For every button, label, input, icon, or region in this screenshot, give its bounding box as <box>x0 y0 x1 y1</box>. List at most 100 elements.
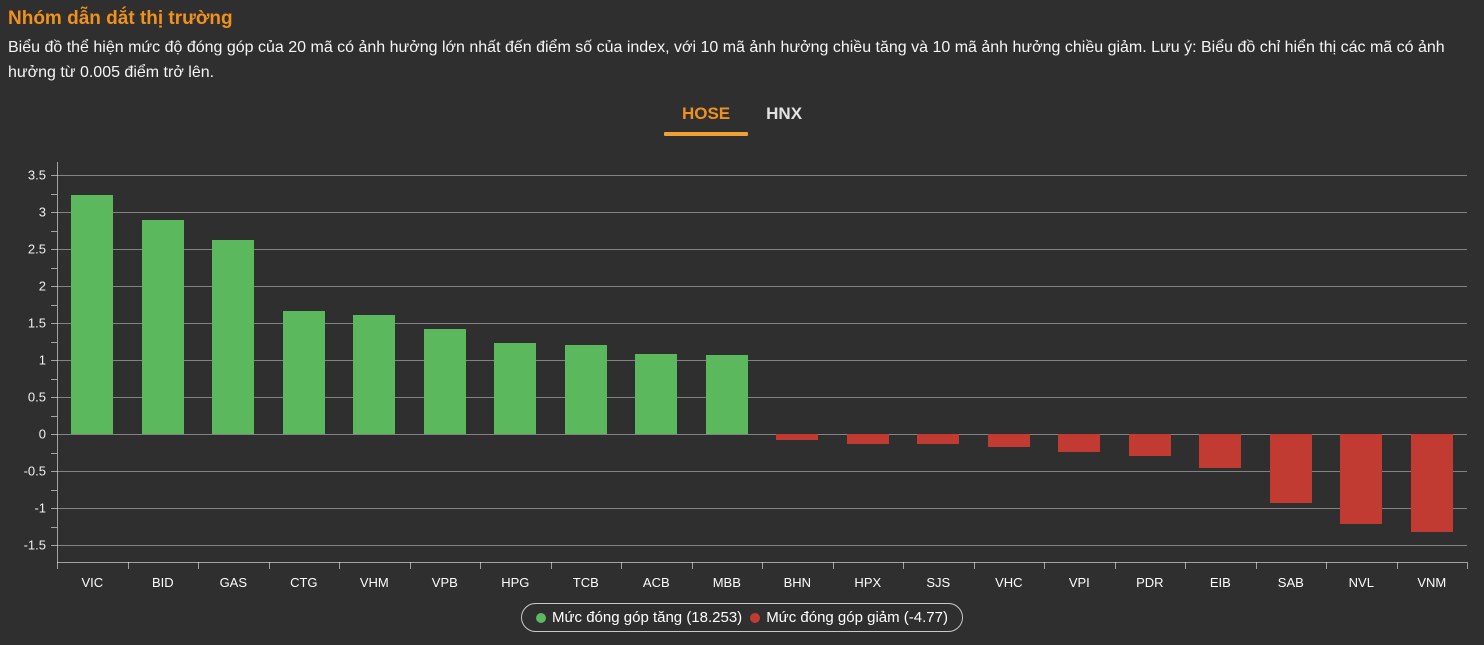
exchange-tabs: HOSE HNX <box>0 104 1484 136</box>
y-axis-tick <box>51 175 57 177</box>
gridline-0.5 <box>57 397 1467 399</box>
y-axis-tick <box>51 489 57 491</box>
y-axis-tick <box>51 397 57 399</box>
gridline--0.5 <box>57 471 1467 473</box>
x-axis-tick <box>1185 562 1186 569</box>
x-axis-tick <box>268 562 270 569</box>
x-axis-tick <box>903 562 904 569</box>
bar-VHC[interactable] <box>987 434 1030 448</box>
x-axis-tick <box>198 562 199 569</box>
bar-HPG[interactable] <box>494 343 537 434</box>
tab-hnx[interactable]: HNX <box>764 104 804 136</box>
legend-label-down: Mức đóng góp giảm (-4.77) <box>766 609 948 626</box>
legend-item-up[interactable]: Mức đóng góp tăng (18.253) <box>536 609 742 626</box>
bar-VIC[interactable] <box>71 194 114 435</box>
gridline-1 <box>57 360 1467 362</box>
bar-MBB[interactable] <box>705 355 748 435</box>
y-axis-tick <box>51 378 57 380</box>
page-description: Biểu đồ thể hiện mức độ đóng góp của 20 … <box>8 39 1445 81</box>
y-axis-tick <box>51 193 57 195</box>
gridline-0 <box>57 434 1467 436</box>
y-axis-label: 3.5 <box>27 167 46 183</box>
y-axis-tick <box>51 286 57 288</box>
bar-TCB[interactable] <box>564 344 607 435</box>
y-axis-tick <box>51 526 57 528</box>
x-axis-label-CTG: CTG <box>290 575 318 590</box>
bar-HPX[interactable] <box>846 434 889 444</box>
chart-legend: Mức đóng góp tăng (18.253) Mức đóng góp … <box>521 603 963 632</box>
y-axis-tick <box>51 304 57 306</box>
x-axis-tick <box>1467 562 1468 569</box>
x-axis-label-VPB: VPB <box>431 575 458 590</box>
y-axis-tick <box>51 471 57 473</box>
x-axis-label-EIB: EIB <box>1209 575 1231 590</box>
legend-item-down[interactable]: Mức đóng góp giảm (-4.77) <box>750 609 948 626</box>
bar-ACB[interactable] <box>635 353 678 435</box>
tab-hose[interactable]: HOSE <box>664 104 749 136</box>
y-axis-label: 3 <box>38 204 46 220</box>
gridline--1 <box>57 508 1467 509</box>
x-axis-label-VHM: VHM <box>359 575 389 590</box>
bar-VHM[interactable] <box>353 315 396 434</box>
y-axis-label: -1 <box>34 500 46 516</box>
gridline-3 <box>57 212 1467 214</box>
legend-label-up: Mức đóng góp tăng (18.253) <box>552 609 743 626</box>
x-axis-label-ACB: ACB <box>642 575 670 590</box>
bar-VNM[interactable] <box>1410 434 1453 532</box>
x-axis-tick <box>621 562 622 569</box>
bar-CTG[interactable] <box>282 311 325 435</box>
bar-NVL[interactable] <box>1340 434 1383 524</box>
x-axis-label-BID: BID <box>151 575 174 590</box>
x-axis-tick <box>1326 562 1327 569</box>
active-tab-underline <box>664 132 749 136</box>
gridline-1.5 <box>57 323 1467 325</box>
x-axis-label-VPI: VPI <box>1068 575 1090 590</box>
y-axis-tick <box>51 341 57 343</box>
y-axis-tick <box>51 230 57 232</box>
x-axis-label-MBB: MBB <box>712 575 741 590</box>
bar-PDR[interactable] <box>1128 434 1171 457</box>
y-axis-label: 1.5 <box>27 315 46 331</box>
y-axis-tick <box>51 267 57 269</box>
panel-header: Nhóm dẫn dắt thị trường Biểu đồ thể hiện… <box>0 0 1484 85</box>
bar-SJS[interactable] <box>917 434 960 445</box>
x-axis-tick <box>1044 562 1045 569</box>
x-axis-tick <box>1396 562 1398 569</box>
y-axis-tick <box>51 452 57 454</box>
x-axis-tick <box>832 562 834 569</box>
x-axis-label-SJS: SJS <box>926 575 951 590</box>
y-axis-label: 2 <box>38 278 46 294</box>
gridline-2 <box>57 286 1467 288</box>
bar-EIB[interactable] <box>1199 434 1242 469</box>
bar-VPB[interactable] <box>423 329 466 435</box>
x-axis-label-VIC: VIC <box>81 575 104 590</box>
x-axis-label-NVL: NVL <box>1348 575 1374 590</box>
y-axis-tick <box>51 323 57 325</box>
x-axis-tick <box>973 562 975 569</box>
y-axis-label: -0.5 <box>23 463 46 479</box>
y-axis-tick <box>51 415 57 417</box>
x-axis-label-PDR: PDR <box>1136 575 1164 590</box>
x-axis-label-VHC: VHC <box>995 575 1023 590</box>
x-axis-tick <box>1114 562 1116 569</box>
tab-hose-label: HOSE <box>681 104 731 123</box>
x-axis-line <box>57 562 1467 563</box>
tab-hnx-label: HNX <box>766 104 803 123</box>
y-axis-tick <box>51 360 57 362</box>
y-axis-label: 2.5 <box>27 241 46 257</box>
gridline--1.5 <box>57 545 1467 546</box>
x-axis-label-HPX: HPX <box>854 575 882 590</box>
x-axis-tick <box>57 562 58 569</box>
bar-BHN[interactable] <box>776 434 819 440</box>
y-axis-tick <box>51 212 57 214</box>
bar-GAS[interactable] <box>212 240 255 435</box>
x-axis-label-TCB: TCB <box>572 575 599 590</box>
y-axis-tick <box>51 434 57 436</box>
y-axis-label: -1.5 <box>23 537 46 553</box>
legend-dot-down-icon <box>750 612 761 623</box>
y-axis-tick <box>51 249 57 251</box>
bar-BID[interactable] <box>141 220 184 435</box>
bar-VPI[interactable] <box>1058 434 1101 452</box>
bar-SAB[interactable] <box>1269 434 1312 503</box>
